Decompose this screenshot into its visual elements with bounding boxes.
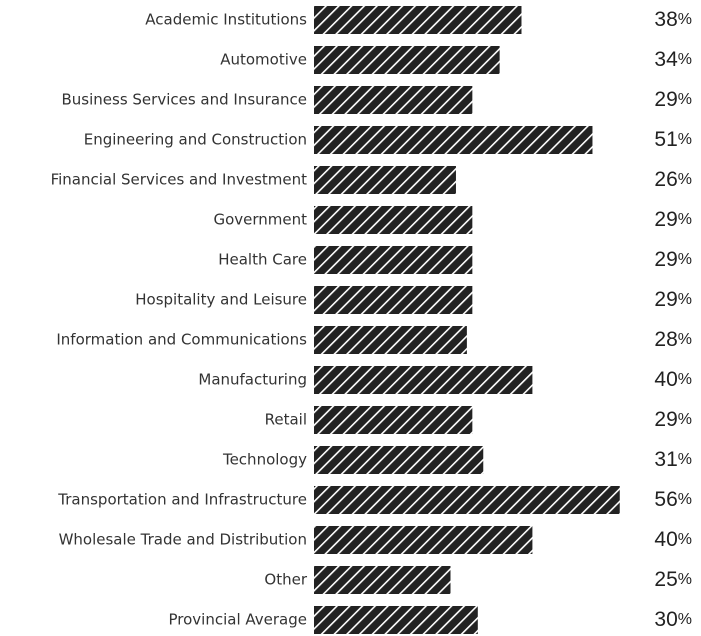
category-label: Health Care xyxy=(218,251,307,269)
bar xyxy=(314,126,593,154)
value-label: 26% xyxy=(654,168,692,191)
value-label: 30% xyxy=(654,608,692,631)
category-label: Financial Services and Investment xyxy=(51,171,308,189)
bar xyxy=(314,486,620,514)
category-label: Information and Communications xyxy=(56,331,307,349)
bar xyxy=(314,6,522,34)
bar xyxy=(314,86,473,114)
category-label: Manufacturing xyxy=(198,371,307,389)
bar xyxy=(314,46,500,74)
category-label: Business Services and Insurance xyxy=(61,91,307,109)
value-label: 56% xyxy=(654,488,692,511)
bar xyxy=(314,246,473,274)
value-label: 31% xyxy=(654,448,692,471)
category-label: Hospitality and Leisure xyxy=(135,291,307,309)
value-label: 29% xyxy=(654,288,692,311)
value-label: 40% xyxy=(654,528,692,551)
category-label: Retail xyxy=(265,411,307,429)
category-label: Other xyxy=(264,571,307,589)
value-label: 29% xyxy=(654,248,692,271)
bar xyxy=(314,566,451,594)
value-label: 25% xyxy=(654,568,692,591)
category-label: Transportation and Infrastructure xyxy=(57,491,307,509)
bar xyxy=(314,406,473,434)
value-label: 40% xyxy=(654,368,692,391)
bar xyxy=(314,166,456,194)
category-label: Wholesale Trade and Distribution xyxy=(59,531,307,549)
bar xyxy=(314,446,484,474)
value-label: 29% xyxy=(654,208,692,231)
bar xyxy=(314,286,473,314)
category-label: Government xyxy=(213,211,307,229)
category-label: Automotive xyxy=(220,51,307,69)
bar xyxy=(314,366,533,394)
value-label: 29% xyxy=(654,88,692,111)
value-label: 28% xyxy=(654,328,692,351)
category-label: Technology xyxy=(222,451,307,469)
bar xyxy=(314,326,467,354)
value-label: 51% xyxy=(654,128,692,151)
bar xyxy=(314,606,478,634)
category-label: Provincial Average xyxy=(169,611,308,629)
bar xyxy=(314,206,473,234)
value-label: 38% xyxy=(654,8,692,31)
value-label: 34% xyxy=(654,48,692,71)
category-label: Engineering and Construction xyxy=(84,131,307,149)
value-label: 29% xyxy=(654,408,692,431)
bar xyxy=(314,526,533,554)
category-label: Academic Institutions xyxy=(145,11,307,29)
